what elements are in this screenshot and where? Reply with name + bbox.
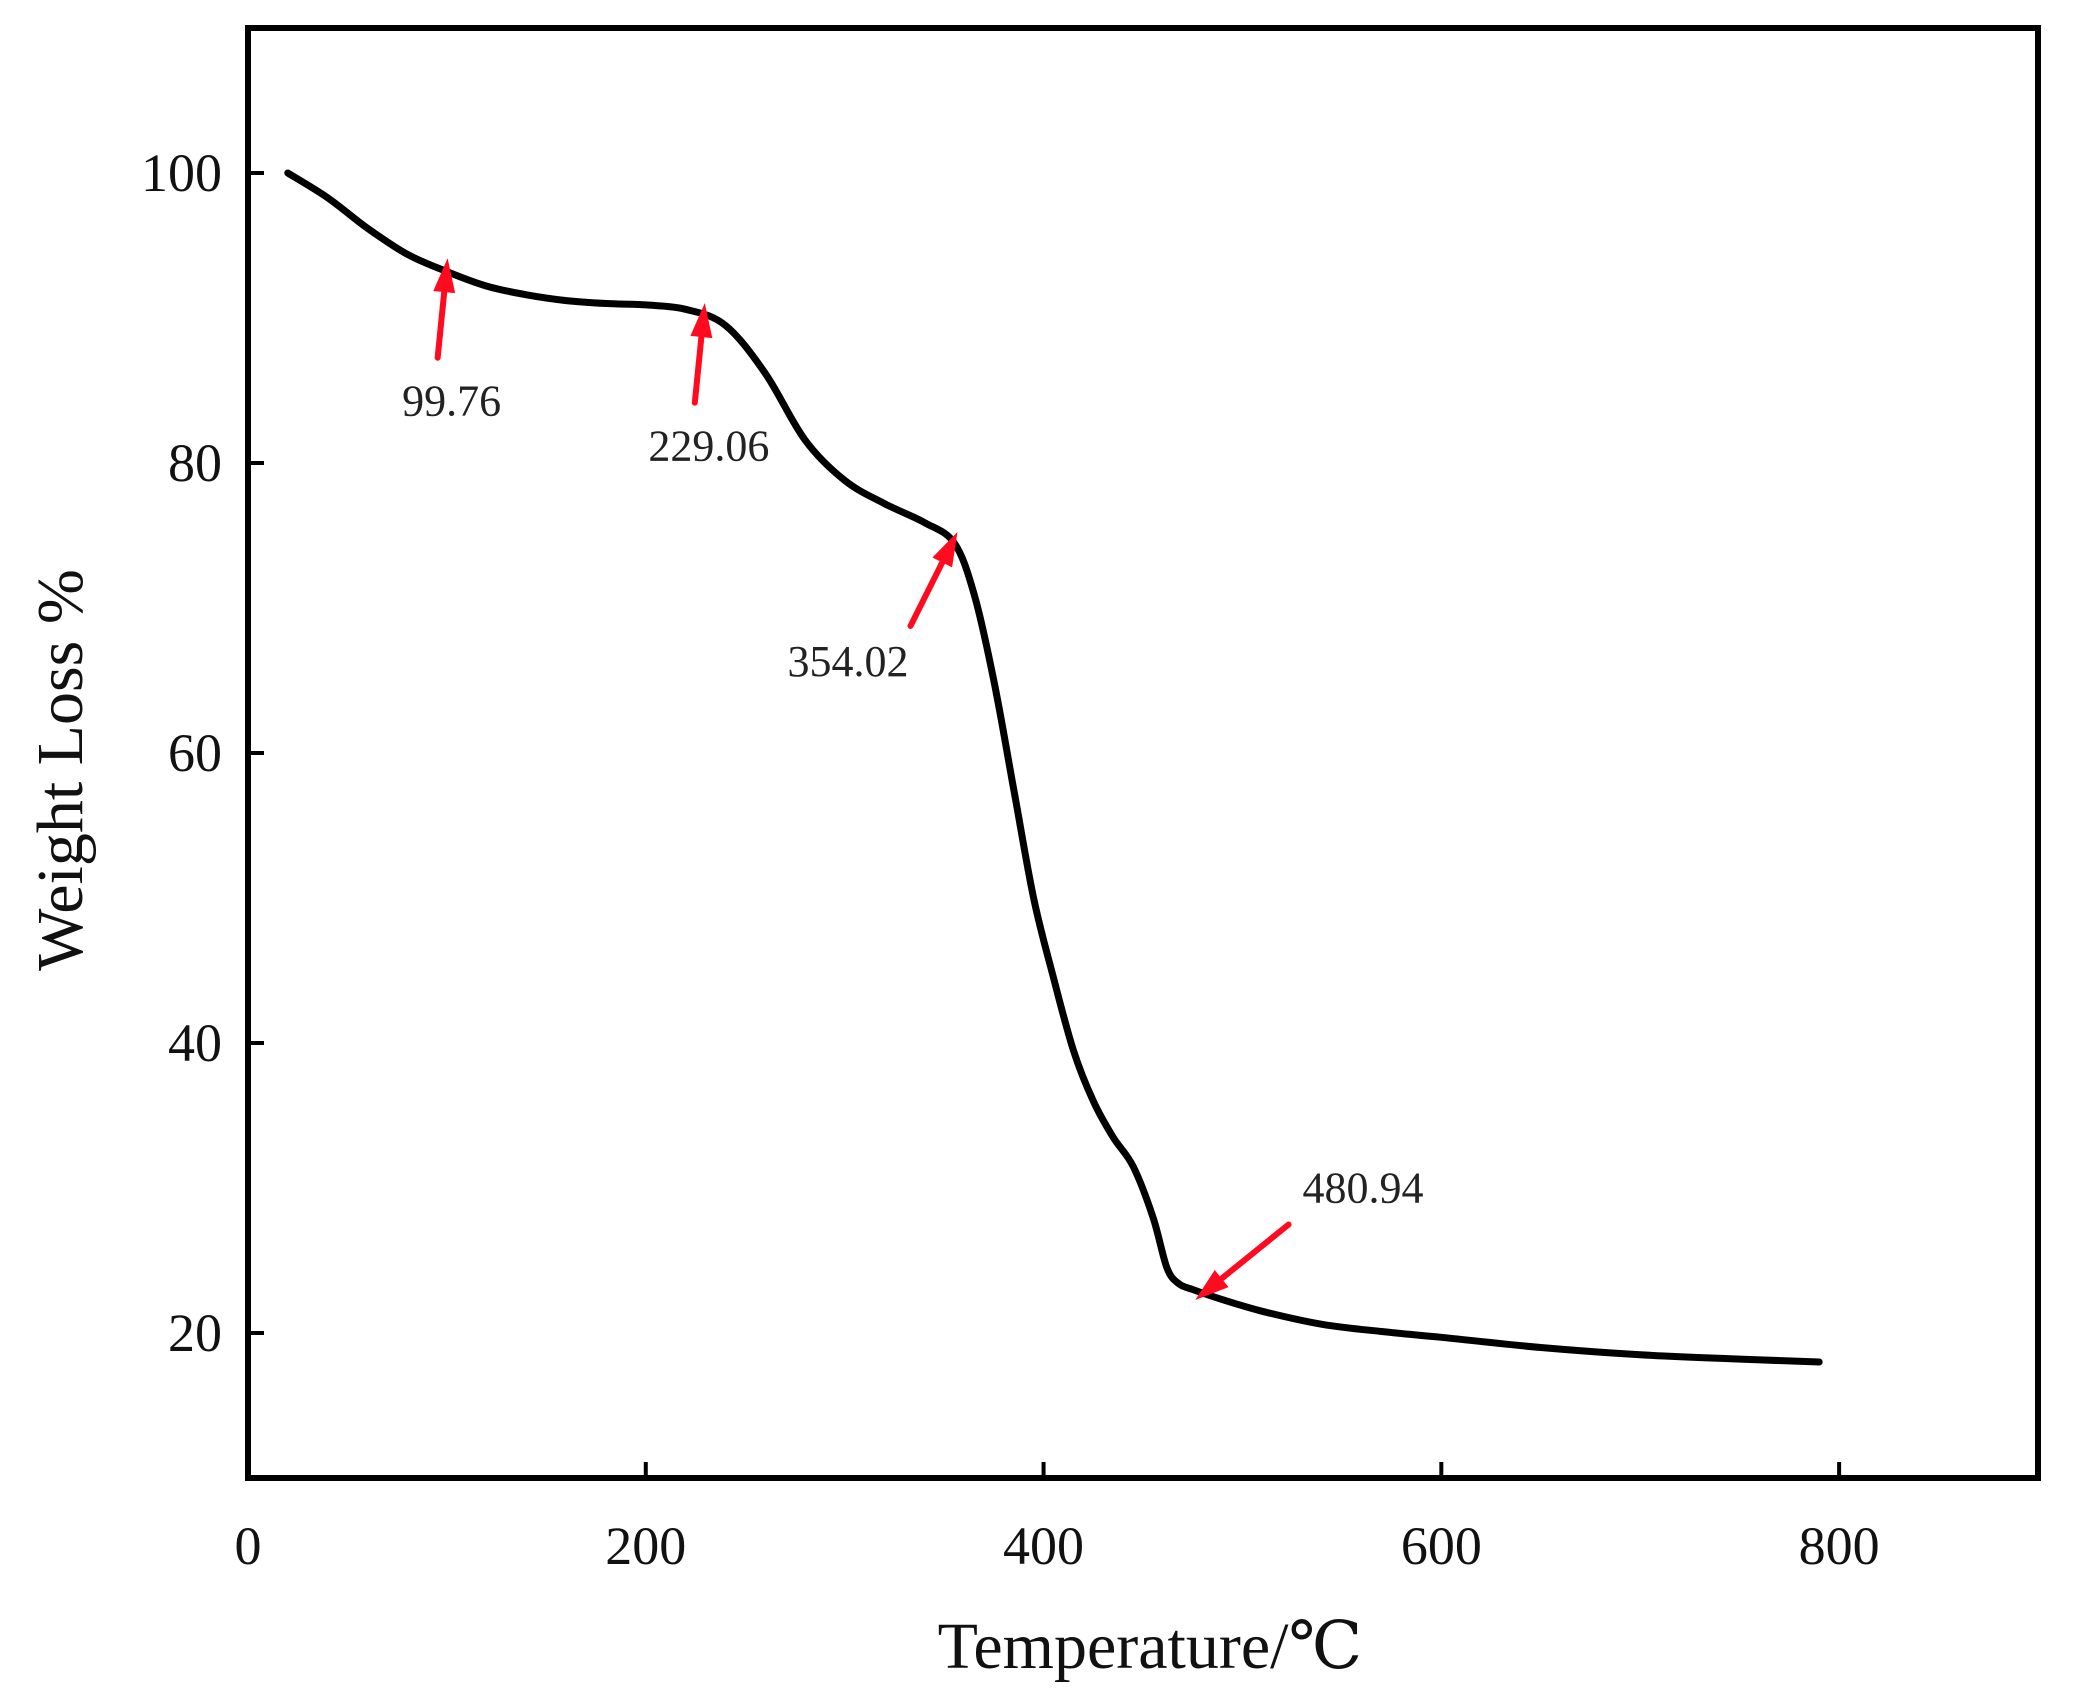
y-axis-title: Weight Loss %	[24, 569, 97, 971]
x-tick-label: 200	[605, 1516, 686, 1576]
x-axis-title: Temperature/℃	[938, 1610, 1363, 1683]
annotation-480.94: 480.94	[1195, 1164, 1424, 1300]
y-tick-label: 20	[168, 1303, 222, 1363]
annotation-label: 229.06	[648, 422, 769, 471]
x-tick-label: 0	[235, 1516, 262, 1576]
annotation-arrow-head	[1195, 1270, 1229, 1300]
plot-frame	[245, 25, 2041, 1481]
annotation-arrow-shaft	[691, 333, 705, 406]
annotation-arrow-shaft	[1218, 1221, 1292, 1282]
annotation-arrow-head	[690, 303, 713, 339]
annotation-arrow-shaft	[434, 289, 448, 361]
x-tick-label: 600	[1401, 1516, 1482, 1576]
y-tick-label: 100	[141, 143, 222, 203]
annotation-label: 480.94	[1303, 1164, 1424, 1213]
annotation-arrow-shaft	[907, 559, 946, 629]
annotation-arrow-head	[932, 532, 958, 568]
tga-curve	[284, 169, 1823, 1366]
x-tick-label: 400	[1003, 1516, 1084, 1576]
annotation-label: 354.02	[788, 637, 909, 686]
y-tick-label: 40	[168, 1013, 222, 1073]
annotation-229.06: 229.06	[648, 303, 769, 471]
annotation-arrow-head	[433, 258, 456, 294]
y-tick-label: 60	[168, 723, 222, 783]
annotation-label: 99.76	[402, 377, 501, 426]
y-tick-label: 80	[168, 433, 222, 493]
annotation-354.02: 354.02	[788, 532, 958, 686]
annotation-99.76: 99.76	[402, 258, 501, 426]
x-tick-label: 800	[1799, 1516, 1880, 1576]
